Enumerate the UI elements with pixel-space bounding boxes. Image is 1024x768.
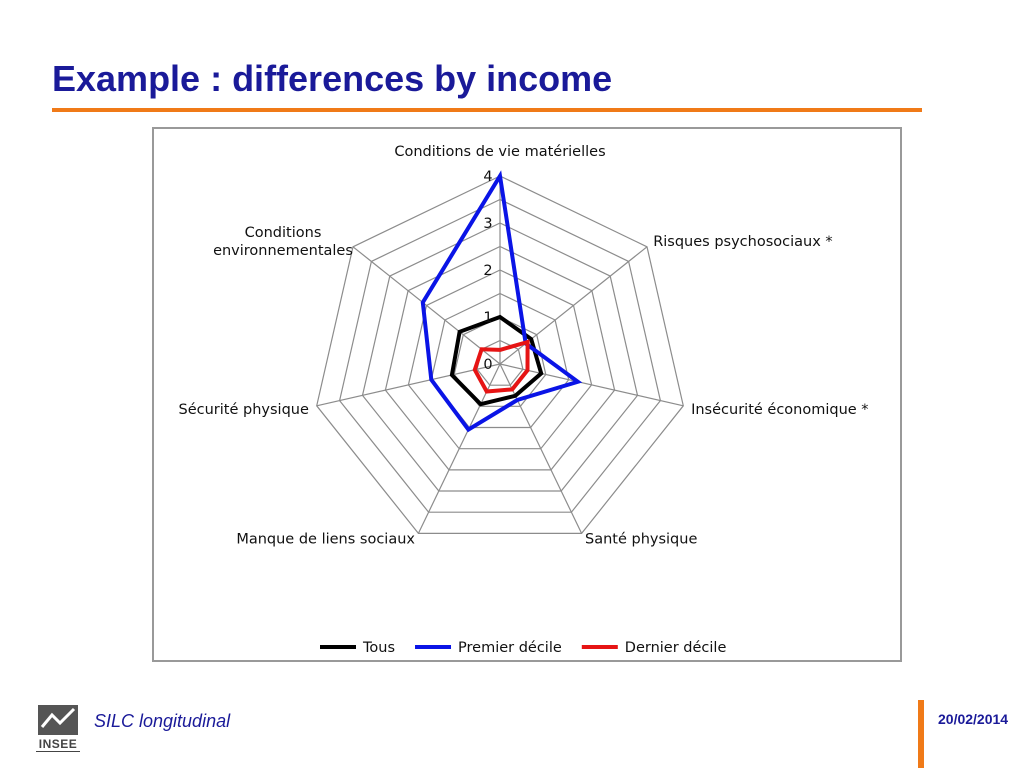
category-label: Sécurité physique [179,402,309,418]
grid-ring [430,292,570,429]
tick-label: 0 [483,357,492,373]
category-label: Manque de liens sociaux [236,531,415,547]
radar-labels: 0 1 2 3 4 Conditions de vie matérielles Risque… [179,144,869,547]
insee-logo-text: INSEE [36,738,80,752]
tick-label: 2 [483,263,492,279]
legend-label-1: Tous [362,640,395,656]
radar-grid [316,175,684,535]
category-label: Conditions [245,225,322,241]
series-line-1 [449,314,544,407]
category-label: Conditions de vie matérielles [394,144,605,160]
category-label: Santé physique [585,531,697,547]
footer-divider [918,700,924,768]
tick-label: 3 [483,216,492,232]
insee-logo-mark [38,705,78,735]
legend-label-2: Premier décile [458,640,562,656]
category-label: Risques psychosociaux * [653,234,832,250]
footer-label: SILC longitudinal [94,711,231,731]
series-line-3 [472,339,530,394]
grid-spoke [499,363,684,407]
grid-ring [338,198,662,513]
grid-ring [453,316,547,407]
category-label: environnementales [213,243,353,259]
grid-spoke [316,363,501,407]
series-line-2 [420,170,583,433]
insee-logo: INSEE [36,703,80,755]
chart-legend: Tous Premier décile Dernier décile [320,640,726,656]
grid-ring [384,245,616,471]
slide-title: Example : differences by income [52,58,613,99]
tick-label: 4 [483,169,492,185]
chart-frame [152,127,902,662]
category-label: Insécurité économique * [691,402,868,418]
grid-spoke [499,246,648,365]
legend-label-3: Dernier décile [625,640,727,656]
grid-spoke [352,246,501,365]
tick-label: 1 [483,310,492,326]
footer-date: 20/02/2014 [938,711,1009,727]
grid-spoke [499,363,583,534]
title-divider [52,108,922,112]
grid-ring [316,175,684,535]
radar-series [420,170,583,433]
grid-ring [361,222,639,492]
